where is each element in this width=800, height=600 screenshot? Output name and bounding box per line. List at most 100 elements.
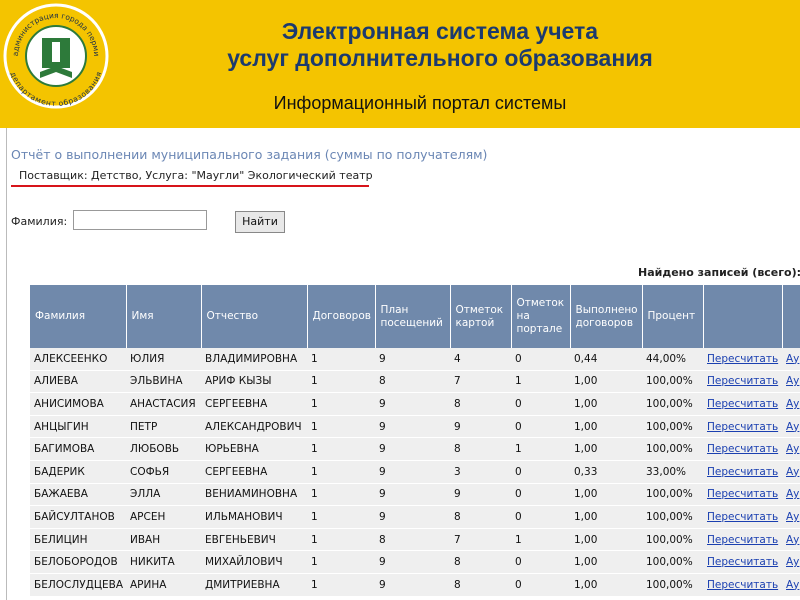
table-cell: 1 [307,573,375,597]
action-link[interactable]: Пересчитать [703,370,782,394]
column-header: Отметок на портале [511,285,571,348]
table-cell: 44,00% [642,348,703,371]
action-link[interactable]: Пересчитать [703,348,782,371]
table-cell: АЛЕКСЕЕНКО [30,348,126,371]
search-label: Фамилия: [11,215,68,228]
table-cell: АЛЕКСАНДРОВИЧ [201,415,307,439]
table-cell: 0 [511,392,570,416]
table-cell: СЕРГЕЕВНА [201,460,307,484]
action-link[interactable]: Ау [782,505,800,529]
action-link[interactable]: Пересчитать [703,415,782,439]
search-input[interactable] [73,210,207,230]
action-link[interactable]: Ау [782,550,800,574]
table-cell: 9 [375,505,450,529]
table-cell: СОФЬЯ [126,460,201,484]
action-link[interactable]: Ау [782,528,800,552]
table-cell: 1,00 [570,573,642,597]
action-link[interactable]: Пересчитать [703,460,782,484]
table-cell: 9 [375,573,450,597]
table-cell: 1 [307,483,375,507]
table-cell: БЕЛИЦИН [30,528,126,552]
search-button[interactable]: Найти [235,211,285,233]
logo: администрация города перми департамент о… [3,3,109,109]
table-cell: 1 [511,437,570,461]
action-link[interactable]: Пересчитать [703,505,782,529]
table-cell: 8 [450,573,511,597]
action-link[interactable]: Ау [782,415,800,439]
table-cell: 0,44 [570,348,642,371]
table-cell: ИЛЬМАНОВИЧ [201,505,307,529]
column-header [703,285,783,348]
table-cell: 100,00% [642,370,703,394]
table-cell: 1 [307,392,375,416]
table-cell: 1,00 [570,505,642,529]
table-cell: 9 [375,392,450,416]
column-header: Отчество [201,285,308,348]
table-cell: 1,00 [570,392,642,416]
action-link[interactable]: Пересчитать [703,392,782,416]
table-cell: 1 [307,370,375,394]
table-cell: 1 [307,460,375,484]
header-row: Фамилия Имя Отчество Договоров План посещени… [30,285,800,348]
action-link[interactable]: Ау [782,437,800,461]
action-link[interactable]: Ау [782,392,800,416]
table-cell: АРСЕН [126,505,201,529]
found-label: Найдено записей (всего): [637,266,800,279]
column-header: Процент [642,285,704,348]
table-cell: 0 [511,505,570,529]
subtitle: Информационный портал системы [273,93,567,113]
table-cell: ВЛАДИМИРОВНА [201,348,307,371]
action-link[interactable]: Ау [782,370,800,394]
table-row: БАДЕРИК СОФЬЯ СЕРГЕЕВНА 1 9 3 0 0,33 33,00% Перес… [30,460,800,484]
action-link[interactable]: Ау [782,460,800,484]
table-body: АЛЕКСЕЕНКО ЮЛИЯ ВЛАДИМИРОВНА 1 9 4 0 0,44 44,00%… [30,348,800,597]
table-cell: ПЕТР [126,415,201,439]
table-cell: БАЙСУЛТАНОВ [30,505,126,529]
table-cell: АНИСИМОВА [30,392,126,416]
table-cell: 100,00% [642,415,703,439]
action-link[interactable]: Пересчитать [703,528,782,552]
table-cell: 1,00 [570,415,642,439]
table-cell: 100,00% [642,573,703,597]
table-cell: 7 [450,370,511,394]
table-cell: 0 [511,348,570,371]
table-cell: ЮЛИЯ [126,348,201,371]
column-header: Выполнено договоров [570,285,643,348]
table-cell: 7 [450,528,511,552]
action-link[interactable]: Ау [782,573,800,597]
underline [11,185,369,187]
table-cell: 0 [511,573,570,597]
table-cell: 1 [511,370,570,394]
table-cell: БАЖАЕВА [30,483,126,507]
action-link[interactable]: Пересчитать [703,437,782,461]
table-cell: 4 [450,348,511,371]
table-cell: ЛЮБОВЬ [126,437,201,461]
table-cell: МИХАЙЛОВИЧ [201,550,307,574]
table-cell: АНЦЫГИН [30,415,126,439]
table-row: БЕЛИЦИН ИВАН ЕВГЕНЬЕВИЧ 1 8 7 1 1,00 100,00% Пере… [30,528,800,552]
table-cell: 1,00 [570,370,642,394]
table-cell: ЭЛЬВИНА [126,370,201,394]
table-cell: 1 [307,415,375,439]
table-cell: 1 [307,437,375,461]
column-header [782,285,800,348]
table-cell: 8 [450,392,511,416]
header-band: администрация города перми департамент о… [0,0,800,128]
table-cell: 9 [375,348,450,371]
action-link[interactable]: Пересчитать [703,483,782,507]
table-row: АЛИЕВА ЭЛЬВИНА АРИФ КЫЗЫ 1 8 7 1 1,00 100,00% Пер… [30,370,800,394]
table-cell: 1 [511,528,570,552]
table-row: БЕЛОСЛУДЦЕВА АРИНА ДМИТРИЕВНА 1 9 8 0 1,00 100,0… [30,573,800,597]
table-cell: 0 [511,460,570,484]
column-header: План посещений [375,285,451,348]
action-link[interactable]: Пересчитать [703,550,782,574]
table-cell: ВЕНИАМИНОВНА [201,483,307,507]
action-link[interactable]: Ау [782,348,800,371]
column-header: Договоров [307,285,376,348]
table-cell: 9 [375,415,450,439]
table-cell: ДМИТРИЕВНА [201,573,307,597]
action-link[interactable]: Ау [782,483,800,507]
action-link[interactable]: Пересчитать [703,573,782,597]
table-cell: АРИФ КЫЗЫ [201,370,307,394]
